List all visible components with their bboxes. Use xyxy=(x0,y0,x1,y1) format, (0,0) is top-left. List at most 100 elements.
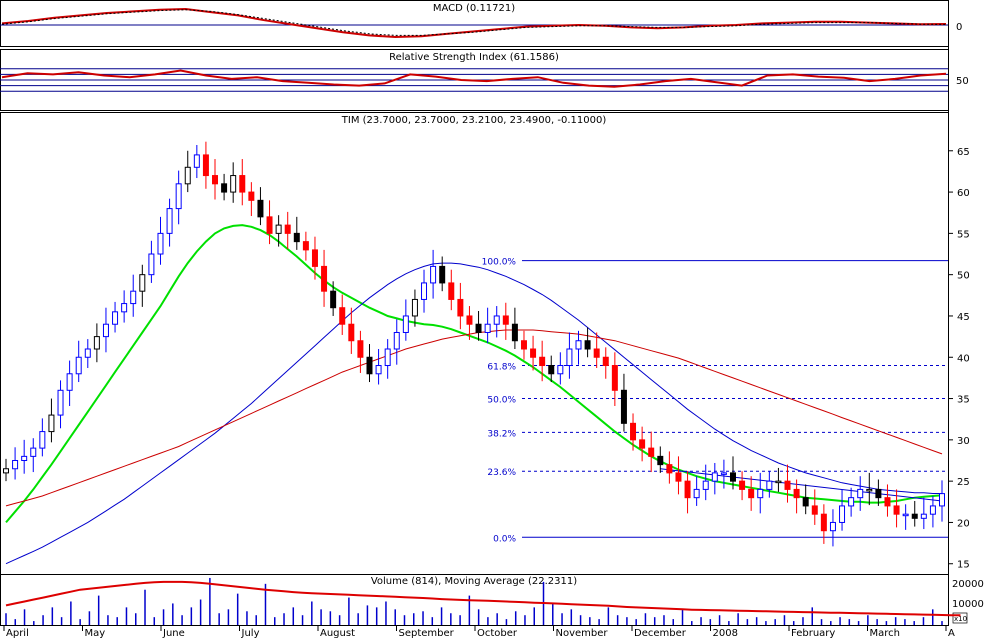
candle-body xyxy=(175,183,182,210)
price-y-tick-label: 20 xyxy=(957,518,970,529)
candle-body xyxy=(48,414,55,433)
candle-body xyxy=(57,389,64,416)
candle-body xyxy=(839,505,846,523)
candle-body xyxy=(302,241,309,251)
candle-body xyxy=(566,348,573,367)
candle-body xyxy=(593,348,600,358)
candle-body xyxy=(848,497,855,507)
candle-body xyxy=(366,356,373,375)
macd-title: MACD (0.11721) xyxy=(433,3,515,14)
x-tick-label: March xyxy=(870,628,900,638)
candle-body xyxy=(902,513,909,517)
rsi-title: Relative Strength Index (61.1586) xyxy=(389,52,559,63)
candle-body xyxy=(757,488,764,499)
candle-body xyxy=(539,356,546,367)
candle-body xyxy=(630,422,637,441)
candle-body xyxy=(820,513,827,532)
volume-unit-box xyxy=(952,612,968,624)
candle-body xyxy=(557,365,564,375)
candle-body xyxy=(248,191,255,201)
candle-body xyxy=(39,431,46,449)
candle-body xyxy=(293,232,300,243)
candle-body xyxy=(202,154,209,177)
candle-body xyxy=(684,480,691,499)
candle-body xyxy=(457,298,464,317)
price-y-tick-label: 60 xyxy=(957,188,970,199)
candle-body xyxy=(212,175,219,185)
candle-body xyxy=(729,472,736,482)
candle-body xyxy=(939,493,945,507)
candle-body xyxy=(766,480,773,490)
candle-body xyxy=(230,175,237,193)
candle-body xyxy=(311,249,318,267)
candle-body xyxy=(648,447,655,457)
candle-body xyxy=(84,348,91,358)
candle-body xyxy=(857,488,864,499)
fib-level-label: 61.8% xyxy=(487,363,516,373)
candle-body xyxy=(920,513,927,519)
x-tick-label: October xyxy=(477,628,518,638)
candle-body xyxy=(93,336,100,350)
price-y-tick-label: 40 xyxy=(957,353,970,364)
candle-body xyxy=(421,282,428,300)
candle-body xyxy=(739,480,746,490)
x-tick-label: August xyxy=(320,628,355,638)
candle-body xyxy=(639,439,646,449)
candle-body xyxy=(266,216,273,234)
candle-body xyxy=(184,166,191,185)
volume-y-tick: 20000 xyxy=(952,579,984,590)
volume-title: Volume (814), Moving Average (22.2311) xyxy=(371,576,577,587)
candle-body xyxy=(884,497,891,507)
price-y-tick-label: 35 xyxy=(957,395,970,406)
candle-body xyxy=(357,340,364,358)
candle-body xyxy=(430,265,437,284)
candle-body xyxy=(30,447,37,457)
candle-body xyxy=(802,497,809,507)
candle-body xyxy=(393,331,400,350)
price-y-tick-label: 25 xyxy=(957,477,970,488)
candle-body xyxy=(330,290,337,309)
candle-body xyxy=(611,365,618,391)
x-tick-label: November xyxy=(556,628,609,638)
candle-body xyxy=(121,303,128,313)
candle-body xyxy=(584,340,591,350)
candle-body xyxy=(139,274,146,292)
candle-body xyxy=(484,323,491,333)
volume-y-tick: 10000 xyxy=(952,599,984,610)
candle-body xyxy=(784,480,791,490)
candle-body xyxy=(520,340,527,350)
macd-line xyxy=(1,9,947,36)
candle-body xyxy=(284,224,291,234)
candle-body xyxy=(112,311,119,325)
candle-body xyxy=(275,224,282,234)
candle-body xyxy=(402,315,409,333)
candle-body xyxy=(239,175,246,193)
candle-body xyxy=(166,208,173,234)
candle-body xyxy=(548,365,555,375)
candle-body xyxy=(448,282,455,300)
x-tick-label: 2008 xyxy=(713,628,738,638)
price-title: TIM (23.7000, 23.7000, 23.2100, 23.4900,… xyxy=(341,115,607,126)
price-y-tick-label: 15 xyxy=(957,560,970,571)
candle-body xyxy=(929,505,936,515)
candle-body xyxy=(12,460,19,470)
candle-body xyxy=(911,513,918,519)
candle-body xyxy=(720,472,727,475)
candle-body xyxy=(66,373,73,391)
volume-unit: x10 xyxy=(954,615,967,623)
candle-body xyxy=(348,323,355,342)
moving-average-line xyxy=(5,262,942,565)
fib-level-label: 23.6% xyxy=(487,468,516,478)
candle-body xyxy=(321,265,328,292)
candle-body xyxy=(666,464,673,474)
candle-body xyxy=(148,253,155,276)
candle-body xyxy=(493,315,500,325)
x-tick-label: September xyxy=(399,628,455,638)
moving-average-line xyxy=(5,329,943,507)
candle-body xyxy=(602,356,609,367)
price-y-tick-label: 65 xyxy=(957,147,970,158)
candle-body xyxy=(511,323,518,342)
moving-average-line xyxy=(5,224,943,524)
candle-body xyxy=(466,315,473,325)
x-tick-label: July xyxy=(241,628,260,638)
